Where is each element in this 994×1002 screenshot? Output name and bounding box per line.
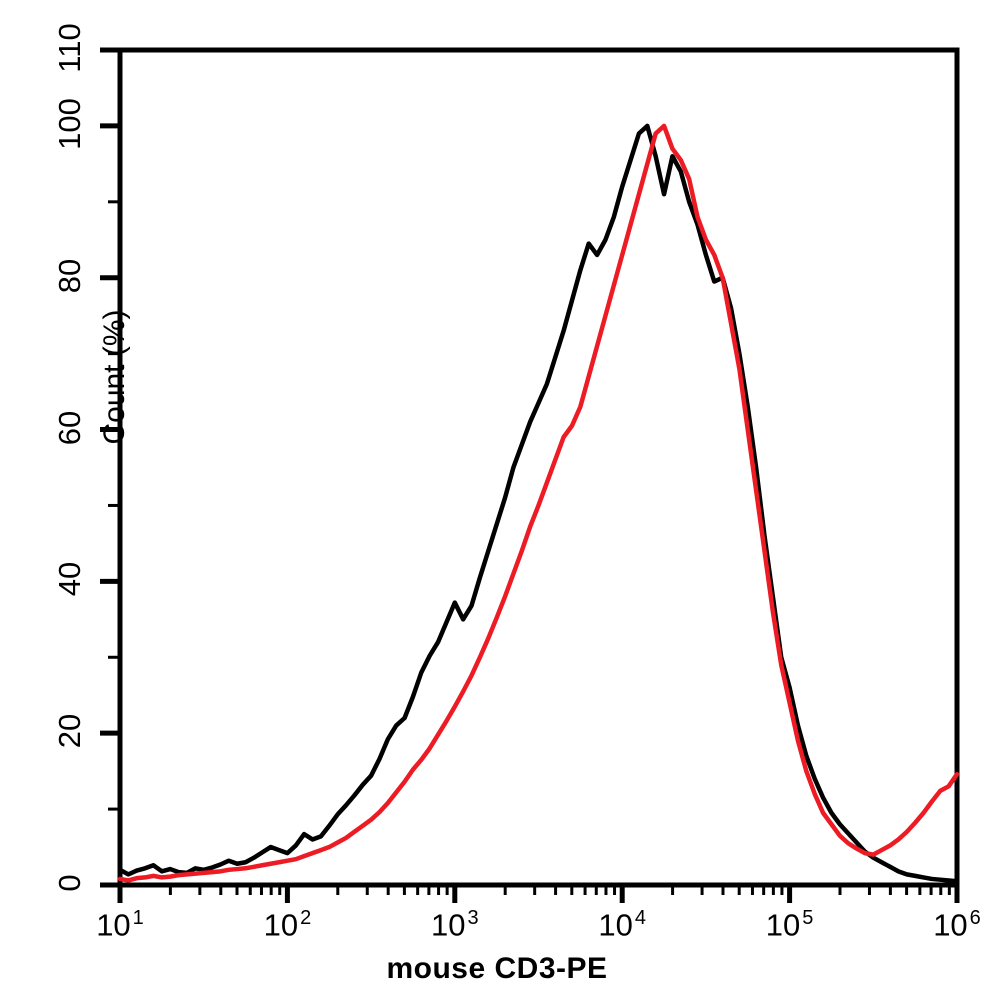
x-tick-label-10e2: 10 2: [249, 907, 325, 943]
y-tick-label-60: 60: [52, 410, 87, 445]
y-tick-label-80: 80: [52, 258, 87, 293]
y-tick-label-40: 40: [52, 562, 87, 597]
y-tick-label-20: 20: [52, 713, 87, 749]
x-tick-base: 10: [96, 907, 131, 943]
y-axis-title: Count (%): [98, 309, 131, 445]
plot-frame: [117, 47, 960, 888]
x-tick-base: 10: [933, 907, 968, 943]
x-tick-exponent: 4: [634, 907, 646, 929]
y-tick-label-0: 0: [52, 874, 87, 892]
x-tick-exponent: 2: [300, 907, 312, 929]
x-tick-base: 10: [598, 907, 633, 943]
series-line-1: [117, 123, 960, 884]
x-tick-label-10e1: 10 1: [82, 907, 158, 943]
x-tick-label-10e3: 10 3: [417, 907, 493, 943]
x-tick-label-10e4: 10 4: [584, 907, 660, 943]
x-tick-label-10e5: 10 5: [752, 907, 828, 943]
series-line-2: [117, 123, 960, 883]
x-tick-exponent: 5: [802, 907, 814, 929]
x-tick-exponent: 1: [132, 907, 144, 929]
y-tick-label-110: 110: [52, 23, 87, 73]
x-tick-exponent: 3: [467, 907, 479, 929]
x-tick-exponent: 6: [969, 907, 981, 929]
x-tick-label-10e6: 10 6: [919, 907, 994, 943]
x-tick-base: 10: [263, 907, 299, 943]
x-tick-base: 10: [765, 907, 801, 943]
y-tick-label-100: 100: [52, 98, 87, 150]
x-tick-base: 10: [430, 907, 466, 943]
x-axis-title: mouse CD3-PE: [386, 952, 608, 985]
